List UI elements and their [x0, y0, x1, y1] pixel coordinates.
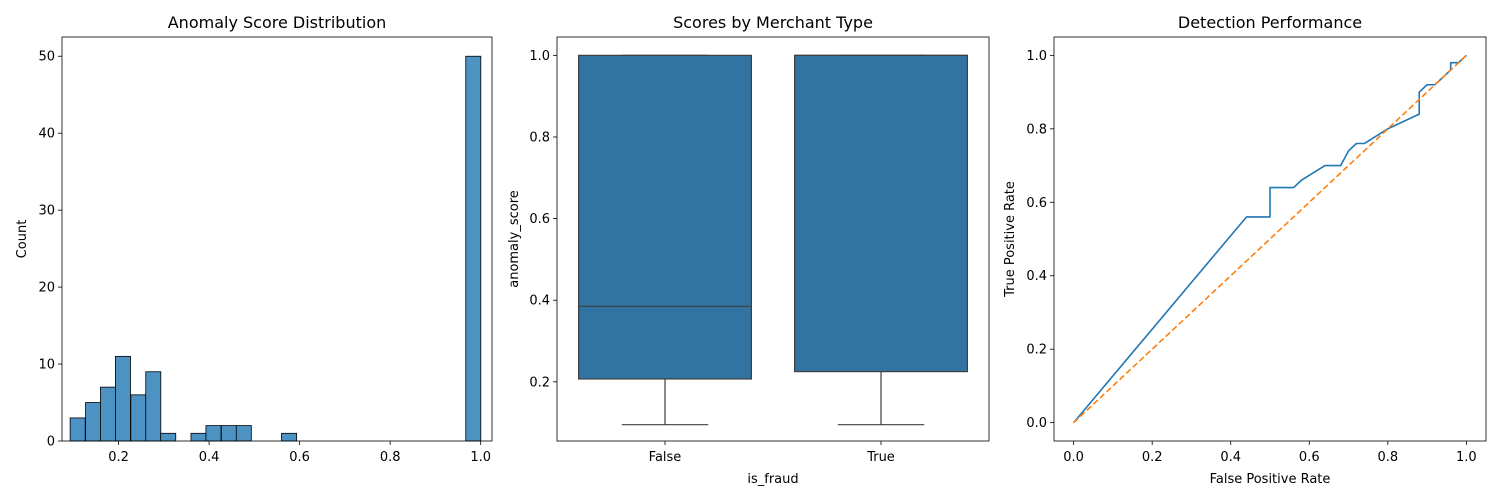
y-axis-label: anomaly_score: [507, 190, 522, 288]
axes-frame: [1053, 36, 1487, 442]
histogram-bar: [85, 402, 102, 442]
y-tick-label: 0.2: [1026, 343, 1047, 358]
y-tick-label: 20: [38, 281, 55, 296]
y-tick-label: 0.8: [1026, 122, 1047, 137]
x-tick-label: 0.8: [1377, 450, 1398, 465]
x-tick-label: 0.4: [199, 450, 220, 465]
x-tick-label: 0.8: [380, 450, 401, 465]
x-tick-label: False: [649, 450, 682, 465]
y-tick-label: 30: [38, 204, 55, 219]
histogram-bar: [69, 417, 86, 442]
x-tick-label: 0.4: [1220, 450, 1241, 465]
x-tick-label: 0.2: [108, 450, 129, 465]
y-tick-label: 0.4: [1026, 269, 1047, 284]
y-tick-label: 0.4: [529, 294, 550, 309]
box-true: [793, 54, 968, 426]
chart-title: Scores by Merchant Type: [673, 13, 873, 32]
roc-curve-line: [1073, 54, 1467, 424]
chart-title: Anomaly Score Distribution: [168, 13, 387, 32]
boxplot-panel: False True 0.2 0.4 0.6 0.8 1.0 Scores by Mercha…: [507, 13, 990, 487]
x-tick-label: 0.6: [289, 450, 310, 465]
y-tick-label: 50: [38, 50, 55, 65]
y-tick-label: 40: [38, 127, 55, 142]
y-tick-label: 0: [47, 435, 55, 450]
y-tick-label: 0.2: [529, 375, 550, 390]
histogram-bar: [115, 355, 131, 442]
x-tick-label: 0.0: [1063, 450, 1084, 465]
y-axis-label: Count: [15, 220, 30, 259]
histogram-bar: [160, 432, 177, 442]
box-false: [577, 54, 752, 426]
y-tick-label: 1.0: [1026, 49, 1047, 64]
x-tick-label: True: [866, 450, 895, 465]
chart-title: Detection Performance: [1178, 13, 1362, 32]
x-axis-label: is_fraud: [747, 472, 798, 487]
axes-frame: [61, 36, 493, 442]
histogram-bar: [100, 386, 116, 442]
histogram-bar: [465, 55, 482, 442]
x-tick-label: 0.2: [1142, 450, 1163, 465]
histogram-bar: [190, 432, 207, 442]
x-tick-label: 0.6: [1299, 450, 1320, 465]
box-iqr: [793, 54, 968, 373]
histogram-bar: [130, 394, 147, 442]
y-tick-label: 0.6: [529, 212, 550, 227]
x-tick-label: 1.0: [1456, 450, 1477, 465]
y-tick-label: 1.0: [529, 49, 550, 64]
x-axis-label: False Positive Rate: [1210, 472, 1331, 487]
axes-frame: [556, 36, 990, 442]
y-tick-label: 10: [38, 358, 55, 373]
roc-panel: 0.0 0.2 0.4 0.6 0.8 1.0 0.0 0.2 0.4 0.6 0.8 1.0 Dete…: [1003, 13, 1487, 487]
histogram-bar: [205, 425, 222, 442]
histogram-bar: [235, 425, 252, 442]
histogram-panel: 0.2 0.4 0.6 0.8 1.0 0 10 20 30 40 50 Anomaly Score …: [15, 13, 493, 465]
y-axis-label: True Positive Rate: [1003, 181, 1018, 298]
y-tick-label: 0.8: [529, 130, 550, 145]
x-tick-label: 1.0: [470, 450, 491, 465]
histogram-bar: [220, 425, 237, 442]
histogram-bar: [145, 371, 162, 442]
histogram-bar: [281, 432, 297, 442]
y-tick-label: 0.0: [1026, 416, 1047, 431]
diagonal-reference-line: [1073, 54, 1467, 424]
y-tick-label: 0.6: [1026, 196, 1047, 211]
box-iqr: [577, 54, 752, 380]
